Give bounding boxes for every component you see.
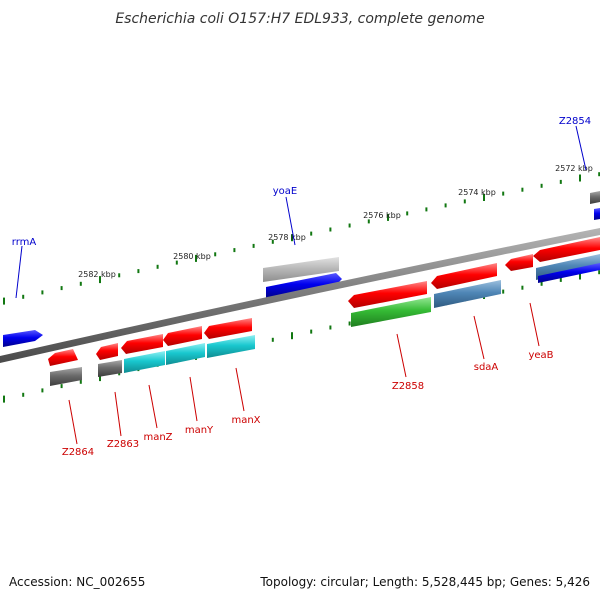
gene-label-manX[interactable]: manX: [231, 415, 260, 426]
tick-label-2578: 2578 kbp: [268, 233, 306, 242]
gene-feature-Z2858-green[interactable]: [351, 297, 431, 327]
gene-feature-manX-cyan[interactable]: [207, 335, 255, 358]
gene-feature-manX[interactable]: [204, 318, 252, 339]
callout-line-manX: [235, 367, 245, 412]
gene-label-sdaA[interactable]: sdaA: [474, 362, 499, 373]
callout-line-Z2863: [114, 391, 122, 437]
gene-feature-gray-edge[interactable]: [590, 191, 600, 204]
genome-backbone: [0, 228, 600, 363]
tick-label-2580: 2580 kbp: [173, 252, 211, 261]
gene-feature-blue-edge-lower[interactable]: [538, 263, 600, 283]
gene-feature-sdaA[interactable]: [431, 263, 497, 289]
gene-labels: rrmA yoaE Z2854 Z2864 Z2863 manZ manY ma…: [12, 116, 591, 458]
map-title: Escherichia coli O157:H7 EDL933, complet…: [115, 11, 484, 27]
gene-label-rrmA[interactable]: rrmA: [12, 237, 37, 248]
gene-feature-sdaA-steel[interactable]: [434, 280, 501, 308]
gene-feature-manZ-cyan[interactable]: [124, 351, 165, 373]
gene-feature-red-edge[interactable]: [533, 237, 600, 262]
callout-line-yoaE: [285, 196, 296, 246]
gene-feature-manY-cyan[interactable]: [166, 343, 205, 365]
callout-line-manY: [189, 376, 198, 422]
gene-label-yeaB[interactable]: yeaB: [528, 350, 553, 361]
tick-label-2572: 2572 kbp: [555, 164, 593, 173]
ruler-ticks-upper: [3, 172, 600, 305]
gene-feature-Z2863[interactable]: [96, 343, 118, 360]
gene-feature-Z2864[interactable]: [48, 349, 78, 366]
gene-feature-yoaE-gray[interactable]: [263, 257, 339, 282]
callout-lines: [15, 125, 587, 445]
gene-feature-manY[interactable]: [163, 326, 202, 346]
gene-feature-Z2858[interactable]: [348, 281, 427, 308]
gene-feature-Z2863-gray[interactable]: [98, 360, 122, 377]
tick-label-2576: 2576 kbp: [363, 211, 401, 220]
gene-label-Z2864[interactable]: Z2864: [62, 447, 94, 458]
callout-line-manZ: [148, 384, 158, 429]
gene-feature-yeaB[interactable]: [505, 254, 533, 271]
gene-feature-blue-edge[interactable]: [594, 208, 600, 220]
callout-line-rrmA: [15, 245, 23, 299]
tick-label-2574: 2574 kbp: [458, 188, 496, 197]
features-above-backbone: [3, 191, 600, 347]
ruler-tick-labels: 2572 kbp 2574 kbp 2576 kbp 2578 kbp 2580…: [78, 164, 593, 279]
tick-label-2582: 2582 kbp: [78, 270, 116, 279]
callout-line-Z2864: [68, 399, 78, 445]
gene-label-yoaE[interactable]: yoaE: [273, 186, 297, 197]
gene-label-manY[interactable]: manY: [185, 425, 214, 436]
gene-feature-yoaE[interactable]: [266, 273, 342, 298]
gene-label-Z2863[interactable]: Z2863: [107, 439, 139, 450]
callout-line-Z2854: [575, 125, 587, 171]
gene-feature-Z2864-gray[interactable]: [50, 367, 82, 386]
gene-feature-manZ[interactable]: [121, 334, 163, 354]
topology-text: Topology: circular; Length: 5,528,445 bp…: [259, 575, 590, 589]
gene-feature-rrmA[interactable]: [3, 330, 43, 347]
callout-line-Z2858: [396, 333, 407, 378]
gene-label-Z2858[interactable]: Z2858: [392, 381, 424, 392]
callout-line-sdaA: [473, 315, 485, 360]
features-below-backbone: [48, 237, 600, 386]
gene-label-Z2854[interactable]: Z2854: [559, 116, 591, 127]
accession-text: Accession: NC_002655: [9, 575, 145, 589]
gene-label-manZ[interactable]: manZ: [143, 432, 172, 443]
callout-line-yeaB: [529, 302, 540, 347]
